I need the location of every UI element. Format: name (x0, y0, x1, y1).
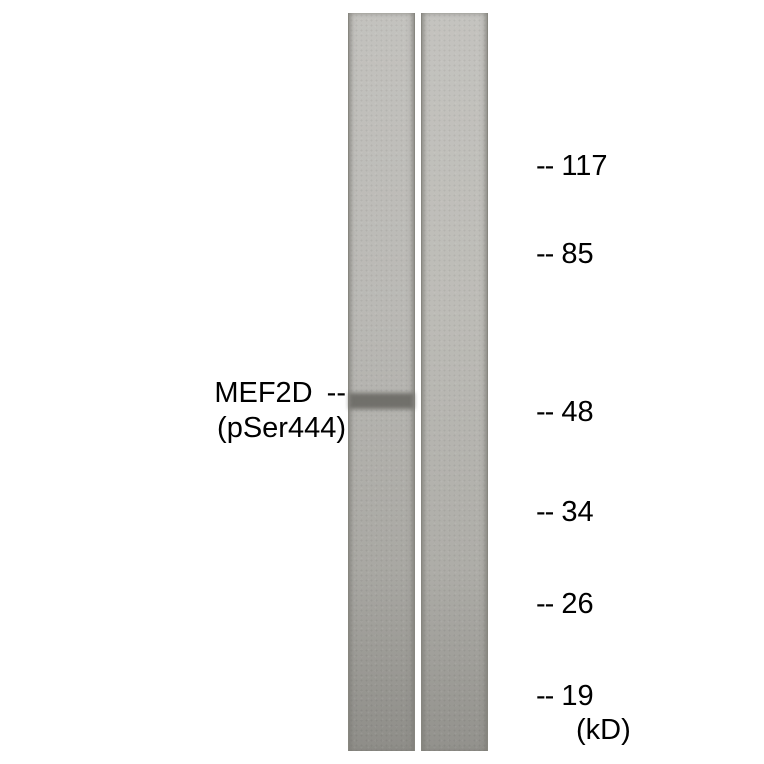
marker-value: 26 (561, 588, 593, 621)
target-label-line2: (pSer444) (217, 412, 346, 445)
marker-value: 117 (561, 150, 607, 183)
mw-marker-34: --34 (536, 496, 594, 529)
mw-marker-48: --48 (536, 396, 594, 429)
marker-value: 34 (561, 496, 593, 529)
mw-marker-26: --26 (536, 588, 594, 621)
mw-marker-117: --117 (536, 150, 608, 183)
target-name-text: MEF2D (214, 377, 312, 409)
blot-lane-1 (348, 13, 415, 751)
band-lane1-1 (349, 393, 414, 409)
mw-marker-19: --19 (536, 680, 594, 713)
marker-dash: -- (536, 496, 553, 529)
western-blot (348, 13, 488, 751)
marker-dash: -- (536, 680, 553, 713)
marker-dash: -- (536, 396, 553, 429)
marker-value: 48 (561, 396, 593, 429)
marker-value: 19 (561, 680, 593, 713)
target-phospho-text: (pSer444) (217, 412, 346, 444)
blot-lane-2 (421, 13, 488, 751)
mw-marker-85: --85 (536, 238, 594, 271)
marker-dash: -- (536, 150, 553, 183)
mw-unit-label: (kD) (576, 714, 631, 747)
mw-unit-text: (kD) (576, 714, 631, 746)
target-label-dash: -- (327, 377, 346, 409)
marker-dash: -- (536, 588, 553, 621)
target-label-line1: MEF2D -- (214, 377, 346, 410)
marker-dash: -- (536, 238, 553, 271)
marker-value: 85 (561, 238, 593, 271)
